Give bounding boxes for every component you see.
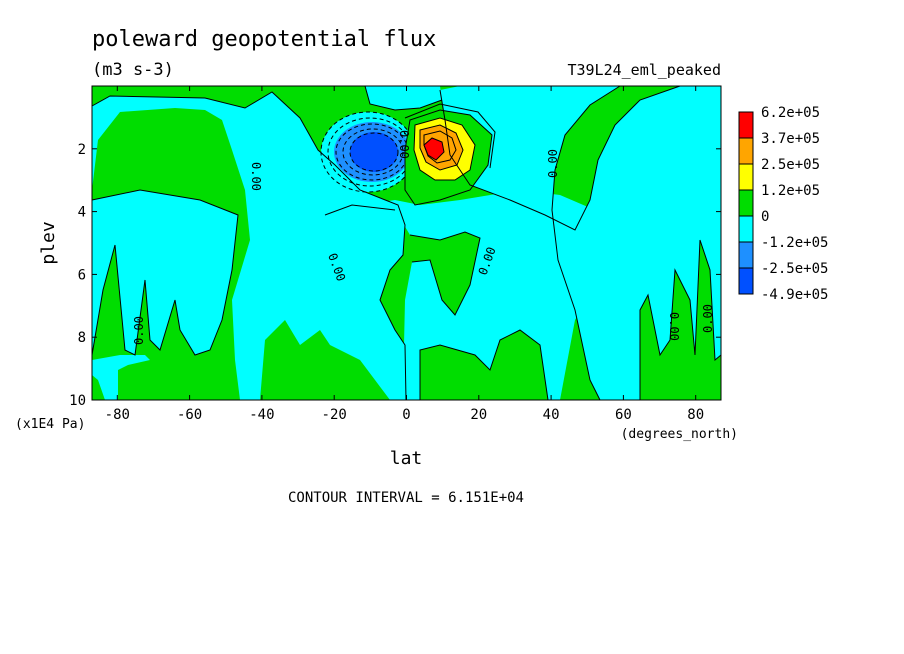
legend-label: 3.7e+05 (761, 131, 820, 147)
y-units-label: (x1E4 Pa) (15, 417, 85, 432)
negative-lobe (320, 111, 416, 193)
x-axis-label: lat (390, 448, 423, 469)
x-units-label: (degrees_north) (621, 427, 738, 442)
legend-label: 0 (761, 209, 769, 225)
y-axis-label: plev (38, 221, 59, 264)
dataset-label: T39L24_eml_peaked (567, 61, 721, 79)
chart-units: (m3 s-3) (92, 60, 174, 80)
x-tick-label: -60 (177, 407, 202, 423)
legend-swatch (738, 267, 754, 295)
y-tick-label: 8 (78, 330, 86, 346)
legend-swatch (738, 111, 754, 139)
contour-label: 0.00 (701, 304, 715, 333)
contour-label: 0.00 (546, 149, 560, 178)
x-axis: -80 -60 -40 -20 0 20 40 60 80 (105, 86, 704, 423)
contour-label: 0.00 (397, 130, 411, 159)
legend-label: 6.2e+05 (761, 105, 820, 121)
x-tick-label: 0 (402, 407, 410, 423)
x-tick-label: 40 (543, 407, 560, 423)
y-tick-label: 10 (69, 393, 86, 409)
region-negative-top (365, 86, 442, 110)
zero-contours (91, 85, 722, 401)
x-tick-label: -20 (322, 407, 347, 423)
y-tick-label: 2 (78, 142, 86, 158)
legend-swatch (738, 163, 754, 191)
legend-swatch (738, 241, 754, 269)
positive-lobe (404, 103, 496, 206)
legend-label: -4.9e+05 (761, 287, 828, 303)
region-negative-bottom-left (92, 355, 150, 400)
y-tick-label: 4 (78, 205, 86, 221)
legend-label: 2.5e+05 (761, 157, 820, 173)
x-tick-label: 80 (687, 407, 704, 423)
legend-label: -2.5e+05 (761, 261, 828, 277)
region-negative-north (440, 86, 721, 400)
contour-label: 0.00 (132, 316, 146, 345)
x-tick-label: 60 (615, 407, 632, 423)
x-tick-label: 20 (470, 407, 487, 423)
chart-title: poleward geopotential flux (92, 27, 436, 52)
legend-swatch (738, 215, 754, 243)
region-negative-central (325, 190, 600, 400)
contour-label: 0.00 (667, 312, 681, 341)
legend-swatch (738, 137, 754, 165)
plot-area: 0.00 0.00 0.00 0.00 0.00 0.00 0.00 0.00 (91, 85, 722, 401)
contour-interval-note: CONTOUR INTERVAL = 6.151E+04 (288, 490, 524, 506)
y-tick-label: 6 (78, 267, 86, 283)
color-legend: 6.2e+05 3.7e+05 2.5e+05 1.2e+05 0 -1.2e+05 -2.… (738, 105, 828, 303)
contour-label: 0.00 (249, 162, 263, 191)
y-axis: 2 4 6 8 10 (69, 142, 721, 409)
legend-swatch (738, 189, 754, 217)
x-tick-label: -40 (249, 407, 274, 423)
x-tick-label: -80 (105, 407, 130, 423)
region-negative-south-lower (92, 190, 238, 355)
legend-label: 1.2e+05 (761, 183, 820, 199)
legend-label: -1.2e+05 (761, 235, 828, 251)
